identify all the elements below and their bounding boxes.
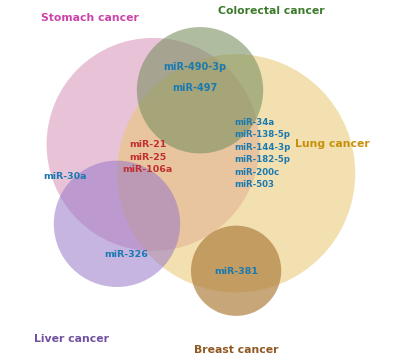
Circle shape	[117, 54, 355, 292]
Text: Stomach cancer: Stomach cancer	[41, 13, 139, 23]
Text: Breast cancer: Breast cancer	[194, 345, 278, 355]
Circle shape	[191, 226, 281, 316]
Text: miR-497: miR-497	[172, 83, 217, 93]
Text: miR-30a: miR-30a	[43, 173, 86, 181]
Text: Lung cancer: Lung cancer	[295, 139, 370, 149]
Text: miR-381: miR-381	[214, 267, 258, 276]
Text: miR-21
miR-25
miR-106a: miR-21 miR-25 miR-106a	[122, 140, 173, 174]
Text: miR-326: miR-326	[104, 250, 148, 259]
Circle shape	[54, 161, 180, 287]
Circle shape	[46, 38, 260, 251]
Text: Colorectal cancer: Colorectal cancer	[218, 6, 325, 16]
Text: Liver cancer: Liver cancer	[34, 334, 109, 344]
Circle shape	[137, 27, 263, 153]
Text: miR-490-3p: miR-490-3p	[163, 62, 226, 72]
Text: miR-34a
miR-138-5p
miR-144-3p
miR-182-5p
miR-200c
miR-503: miR-34a miR-138-5p miR-144-3p miR-182-5p…	[234, 118, 291, 189]
